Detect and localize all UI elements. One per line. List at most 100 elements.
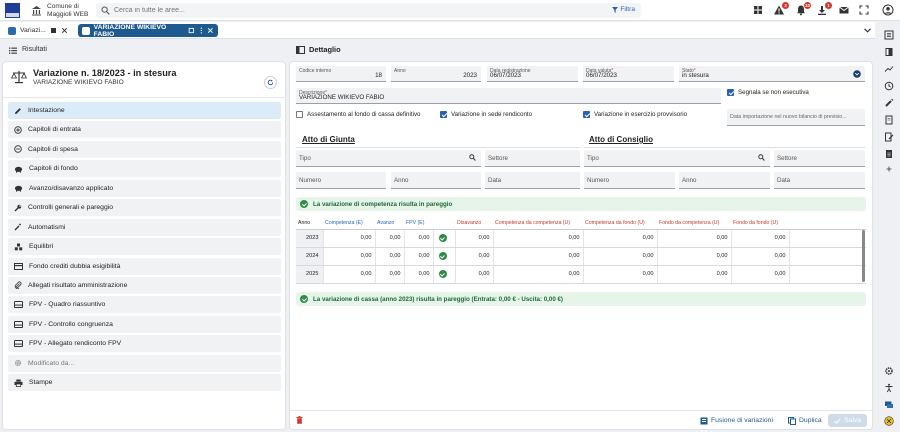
field-label-wrap: Stato*: [682, 68, 696, 74]
accessibility-icon[interactable]: [884, 383, 894, 393]
refresh-icon: [267, 79, 274, 86]
giunta-numero-field[interactable]: Numero: [296, 172, 386, 189]
checkbox-unchecked[interactable]: [296, 111, 303, 118]
check-circle-icon: [300, 295, 308, 303]
fullscreen-icon[interactable]: [858, 4, 872, 17]
pin-icon[interactable]: [188, 27, 195, 34]
search-icon[interactable]: [758, 154, 765, 161]
user-account-icon[interactable]: [882, 4, 896, 17]
data-valuta-field[interactable]: Data valuta* 06/07/2023: [583, 66, 674, 82]
menu-item-fpv-quadro[interactable]: FPV - Quadro riassuntivo: [8, 296, 281, 314]
trend-icon[interactable]: [884, 64, 894, 74]
menu-item-label: Capitoli di entrata: [28, 126, 81, 134]
edit-document-icon[interactable]: [884, 132, 894, 142]
book-icon[interactable]: [884, 47, 894, 57]
consiglio-anno-field[interactable]: Anno: [679, 172, 770, 189]
menu-item-fpv-allegato[interactable]: FPV - Allegato rendiconto FPV: [8, 335, 281, 353]
drive-icon: [14, 320, 23, 328]
help-badge-icon[interactable]: [884, 416, 894, 426]
panel-toggle-icon[interactable]: [296, 46, 305, 54]
history-icon[interactable]: [884, 81, 894, 91]
giunta-data-field[interactable]: Data: [485, 172, 580, 189]
menu-item-capitoli-spesa[interactable]: Capitoli di spesa: [8, 140, 281, 158]
close-icon[interactable]: [207, 27, 214, 34]
list-view-icon[interactable]: [884, 30, 894, 40]
giunta-anno-field[interactable]: Anno: [391, 172, 481, 189]
menu-item-automatismi[interactable]: Automatismi: [8, 218, 281, 236]
consiglio-data-field[interactable]: Data: [774, 172, 865, 189]
sede-rendiconto-checkbox[interactable]: Variazione in sede rendiconto: [440, 111, 532, 118]
salva-button[interactable]: Salva: [828, 414, 868, 427]
org-line-2: Maggioli WEB: [47, 10, 89, 18]
consiglio-settore-field[interactable]: Settore: [774, 150, 865, 167]
consiglio-tipo-field[interactable]: Tipo: [584, 150, 770, 167]
apps-grid-icon[interactable]: [752, 4, 766, 17]
close-icon[interactable]: [61, 27, 68, 34]
menu-item-modificato-da[interactable]: Modificato da...: [8, 354, 281, 372]
chat-icon[interactable]: [884, 400, 894, 410]
dropdown-circle-icon[interactable]: [853, 70, 861, 78]
giunta-settore-field[interactable]: Settore: [485, 150, 580, 167]
bell-icon[interactable]: 10: [795, 2, 811, 17]
chevron-down-icon[interactable]: [864, 28, 871, 33]
file-text-icon[interactable]: [884, 149, 894, 159]
duplica-button[interactable]: Duplica: [785, 414, 825, 427]
giunta-tipo-field[interactable]: Tipo: [296, 150, 481, 167]
menu-item-capitoli-entrata[interactable]: Capitoli di entrata: [8, 121, 281, 139]
value-cell: 0,00: [731, 247, 790, 266]
table-row: 2024 0,00 0,00 0,00 0,00 0,00 0,00 0,00 …: [296, 247, 866, 266]
field-value: in stesura: [682, 72, 709, 79]
table-row: 2025 0,00 0,00 0,00 0,00 0,00 0,00 0,00 …: [296, 265, 866, 284]
field-label: Anno: [394, 68, 406, 74]
pin-icon[interactable]: [50, 27, 57, 34]
menu-item-capitoli-fondo[interactable]: Capitoli di fondo: [8, 160, 281, 178]
list-icon[interactable]: [9, 47, 17, 54]
tab-variazioni-list[interactable]: Variazi...: [4, 24, 72, 37]
menu-item-equilibri[interactable]: Equilibri: [8, 238, 281, 256]
trash-icon[interactable]: [296, 416, 303, 424]
warning-icon[interactable]: 3: [773, 2, 789, 17]
document-icon[interactable]: [884, 115, 894, 125]
anno-field[interactable]: Anno 2023: [391, 66, 481, 82]
top-bar: Comune di Maggioli WEB Filtra 3 10 1: [0, 0, 900, 21]
data-importazione-field[interactable]: Data importazione nel nuovo bilancio di …: [727, 109, 865, 126]
assestamento-checkbox[interactable]: Assestamento al fondo di cassa definitiv…: [296, 111, 421, 118]
consiglio-numero-field[interactable]: Numero: [584, 172, 675, 189]
settings-icon[interactable]: [884, 366, 894, 376]
checkbox-checked[interactable]: [440, 111, 447, 118]
filter-button[interactable]: Filtra: [612, 6, 635, 13]
menu-item-controlli-pareggio[interactable]: Controlli generali e pareggio: [8, 199, 281, 217]
menu-item-fondo-crediti[interactable]: Fondo crediti dubbia esigibilità: [8, 257, 281, 275]
field-label: Data valuta: [586, 68, 612, 74]
fusione-variazioni-button[interactable]: Fusione di variazioni: [697, 414, 776, 427]
data-registrazione-field[interactable]: Data registrazione 06/07/2023: [487, 66, 578, 82]
tab-variazione-detail[interactable]: VARIAZIONE WIKIEVO FABIO: [78, 24, 218, 38]
menu-item-intestazione[interactable]: Intestazione: [8, 102, 281, 119]
menu-item-fpv-controllo[interactable]: FPV - Controllo congruenza: [8, 315, 281, 333]
checkbox-checked[interactable]: [727, 89, 734, 96]
maggioli-logo[interactable]: [5, 3, 20, 18]
stato-select[interactable]: Stato* in stesura: [679, 66, 865, 82]
checkbox-checked[interactable]: [583, 111, 590, 118]
search-input[interactable]: [114, 3, 514, 18]
segnala-non-esecutiva-checkbox[interactable]: Segnala se non esecutiva: [727, 89, 809, 96]
mail-icon[interactable]: [838, 4, 852, 17]
descrizione-field[interactable]: Descrizione* VARIAZIONE WIKIEVO FABIO: [296, 88, 721, 104]
field-label: Tipo: [299, 155, 311, 162]
codice-interno-field[interactable]: Codice interno 18: [296, 66, 386, 82]
more-vertical-icon[interactable]: [199, 27, 204, 34]
esercizio-provvisorio-checkbox[interactable]: Variazione in esercizio provvisorio: [583, 111, 687, 118]
menu-item-stampe[interactable]: Stampe: [8, 374, 281, 392]
section-menu: Intestazione Capitoli di entrata Capitol…: [8, 102, 281, 394]
notifications-badge: 10: [804, 2, 811, 9]
year-cell: 2024: [296, 247, 324, 266]
global-search[interactable]: Filtra: [96, 3, 641, 18]
syringe-icon[interactable]: [884, 98, 894, 108]
menu-item-allegati-risultato[interactable]: Allegati risultato amministrazione: [8, 276, 281, 294]
menu-item-avanzo-disavanzo[interactable]: Avanzo/disavanzo applicato: [8, 179, 281, 197]
table-scrollbar[interactable]: [862, 230, 865, 282]
refresh-button[interactable]: [264, 76, 277, 89]
add-icon[interactable]: [884, 164, 894, 174]
download-icon[interactable]: 1: [816, 2, 832, 17]
search-icon[interactable]: [469, 154, 476, 161]
